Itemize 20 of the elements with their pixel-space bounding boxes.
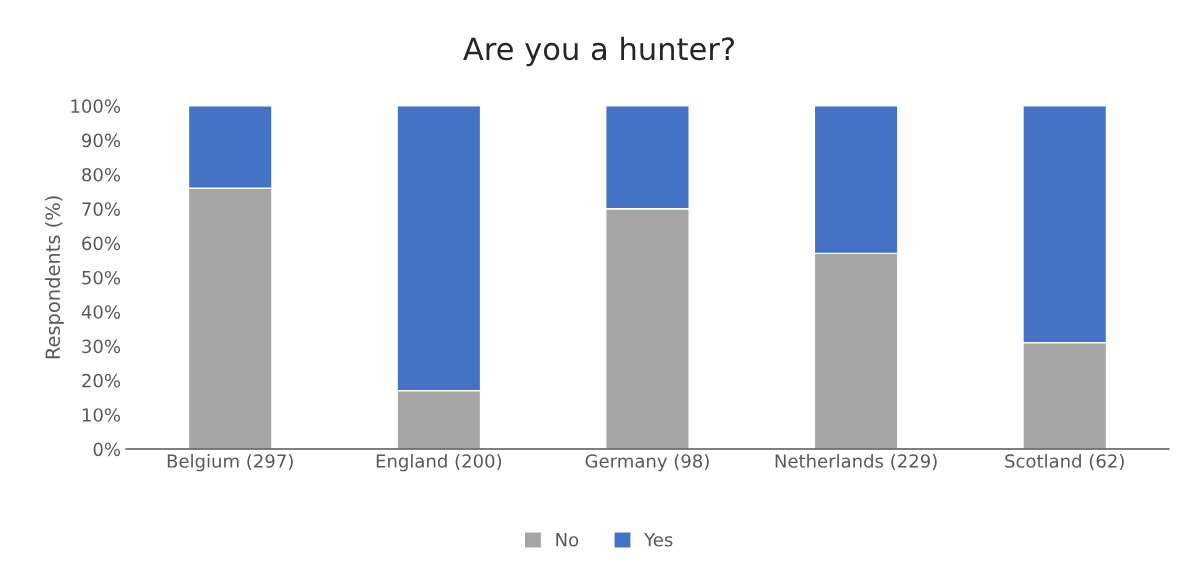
y-tick-label: 70% [82, 202, 121, 216]
legend-label: No [556, 533, 579, 547]
y-tick-label: 100% [71, 99, 121, 113]
y-axis-title: Respondents (%) [45, 196, 64, 359]
y-tick-label: 80% [82, 167, 121, 182]
y-tick-label: 0% [93, 442, 121, 457]
x-tick-label: Germany (98) [585, 453, 709, 472]
x-tick-label: Netherlands (229) [775, 453, 937, 470]
x-tick-label: England (200) [376, 453, 502, 472]
legend-label: Yes [644, 533, 673, 547]
y-tick-label: 20% [82, 373, 121, 388]
chart-title: Are you a hunter? [463, 36, 734, 67]
y-tick-label: 90% [82, 133, 121, 148]
x-tick-label: Scotland (62) [1005, 453, 1124, 470]
y-tick-label: 60% [82, 236, 121, 251]
y-tick-label: 10% [82, 408, 121, 422]
y-tick-label: 40% [81, 305, 121, 319]
x-tick-label: Belgium (297) [167, 453, 293, 472]
y-tick-label: 30% [82, 339, 121, 354]
y-tick-label: 50% [82, 270, 121, 285]
